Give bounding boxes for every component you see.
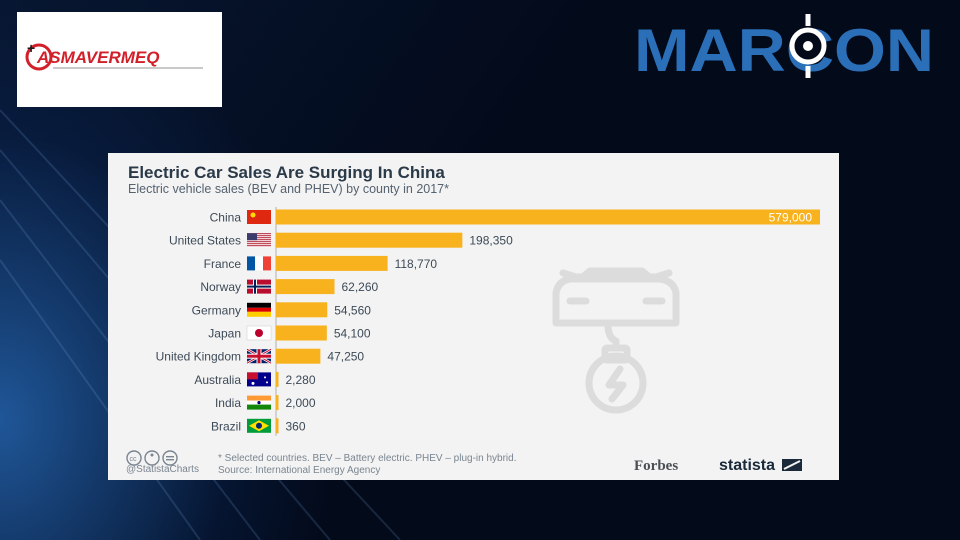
chart-plot: China United States France Norway Germany Jap… [156,207,820,436]
value-label-brazil: 360 [286,419,306,433]
category-label-france: France [204,257,242,271]
category-label-united-kingdom: United Kingdom [156,350,241,364]
marcon-logo-text: MARCON [634,17,934,78]
bar-australia [276,371,279,387]
chart-card: Electric Car Sales Are Surging In China … [108,153,839,480]
forbes-logo: Forbes [634,458,679,474]
value-label-united-kingdom: 47,250 [327,350,364,364]
bar-france [276,255,388,271]
bar-brazil [276,418,279,434]
svg-text:+: + [27,40,35,56]
flag-brazil-icon [247,418,271,433]
flag-japan-icon [246,325,272,341]
marcon-logo: MARCON [634,14,934,78]
chart-source: Source: International Energy Agency [218,465,381,476]
bar-united-kingdom [276,348,321,364]
chart-subtitle: Electric vehicle sales (BEV and PHEV) by… [128,182,449,196]
statista-logo-text: statista [719,457,776,474]
category-label-china: China [210,211,242,225]
flag-norway-icon [247,279,271,294]
category-label-norway: Norway [200,280,241,294]
svg-text:cc: cc [130,456,138,463]
bar-china [276,209,820,225]
flag-china-icon [247,210,271,224]
bar-japan [276,325,327,341]
statista-credit: @StatistaCharts [126,464,199,475]
asmavermeq-logo-text: ASMAVERMEQ [36,48,159,67]
category-label-india: India [215,396,241,410]
category-label-japan: Japan [208,327,241,341]
value-label-germany: 54,560 [334,303,371,317]
bar-germany [276,302,328,318]
cc-license-icons: cc [126,450,178,466]
asmavermeq-logo: + ASMAVERMEQ [17,12,222,107]
value-label-australia: 2,280 [286,373,316,387]
flag-germany-icon [247,302,271,317]
flag-india-icon [247,395,271,410]
car-charger-watermark-icon [552,267,680,414]
value-label-france: 118,770 [395,257,438,271]
category-label-united-states: United States [169,234,241,248]
flag-france-icon [247,256,271,271]
value-label-china: 579,000 [769,211,813,225]
bar-norway [276,279,335,295]
chart-footnote: * Selected countries. BEV – Battery elec… [218,453,517,464]
flag-united-kingdom-icon [246,348,272,365]
bar-united-states [276,232,463,248]
value-label-japan: 54,100 [334,327,371,341]
flag-australia-icon [247,372,271,387]
value-label-india: 2,000 [286,396,316,410]
value-label-united-states: 198,350 [469,234,513,248]
flag-united-states-icon [247,233,271,248]
category-label-brazil: Brazil [211,419,241,433]
statista-mark-icon [782,459,803,471]
value-label-norway: 62,260 [341,280,378,294]
category-label-germany: Germany [192,303,241,317]
chart-title: Electric Car Sales Are Surging In China [128,163,445,182]
statista-logo: statista [719,457,803,475]
crosshair-icon [789,14,827,78]
category-label-australia: Australia [194,373,241,387]
bar-india [276,395,279,411]
